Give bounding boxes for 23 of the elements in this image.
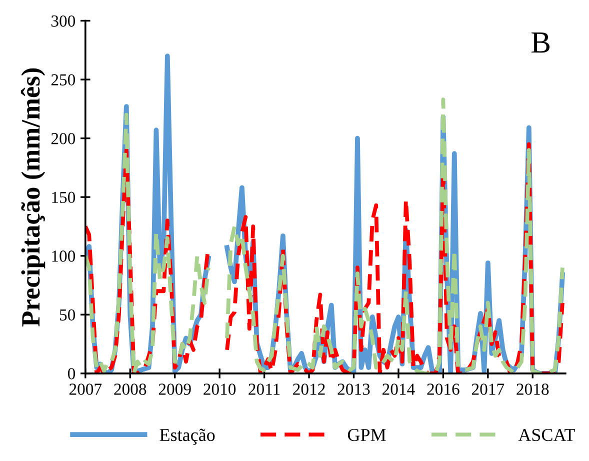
x-tick-label: 2016 — [427, 384, 460, 395]
x-tick-label: 2011 — [248, 384, 280, 395]
x-tick-label: 2007 — [69, 384, 102, 395]
y-tick-label: 150 — [52, 192, 76, 204]
x-tick-label: 2017 — [472, 384, 504, 395]
x-tick-label: 2013 — [338, 384, 370, 395]
y-tick-label: 200 — [51, 133, 76, 144]
x-tick-label: 2014 — [382, 384, 415, 395]
y-tick-label: 250 — [51, 74, 76, 86]
legend-label: ASCAT — [518, 428, 576, 442]
x-tick-label: 2010 — [204, 384, 236, 395]
x-tick-label: 2018 — [516, 384, 549, 395]
legend-label: Estação — [160, 428, 215, 445]
y-tick-label: 50 — [60, 309, 76, 321]
x-tick-label: 2012 — [293, 384, 325, 395]
y-tick-label: 100 — [52, 250, 76, 262]
y-axis-title: Precipitação (mm/mês) — [20, 68, 46, 326]
legend-label: GPM — [348, 428, 386, 442]
y-tick-label: 0 — [68, 368, 76, 380]
x-tick-label: 2008 — [114, 384, 146, 395]
y-tick-label: 300 — [51, 15, 76, 27]
annotation: B — [532, 32, 550, 53]
x-tick-label: 2009 — [158, 384, 191, 395]
